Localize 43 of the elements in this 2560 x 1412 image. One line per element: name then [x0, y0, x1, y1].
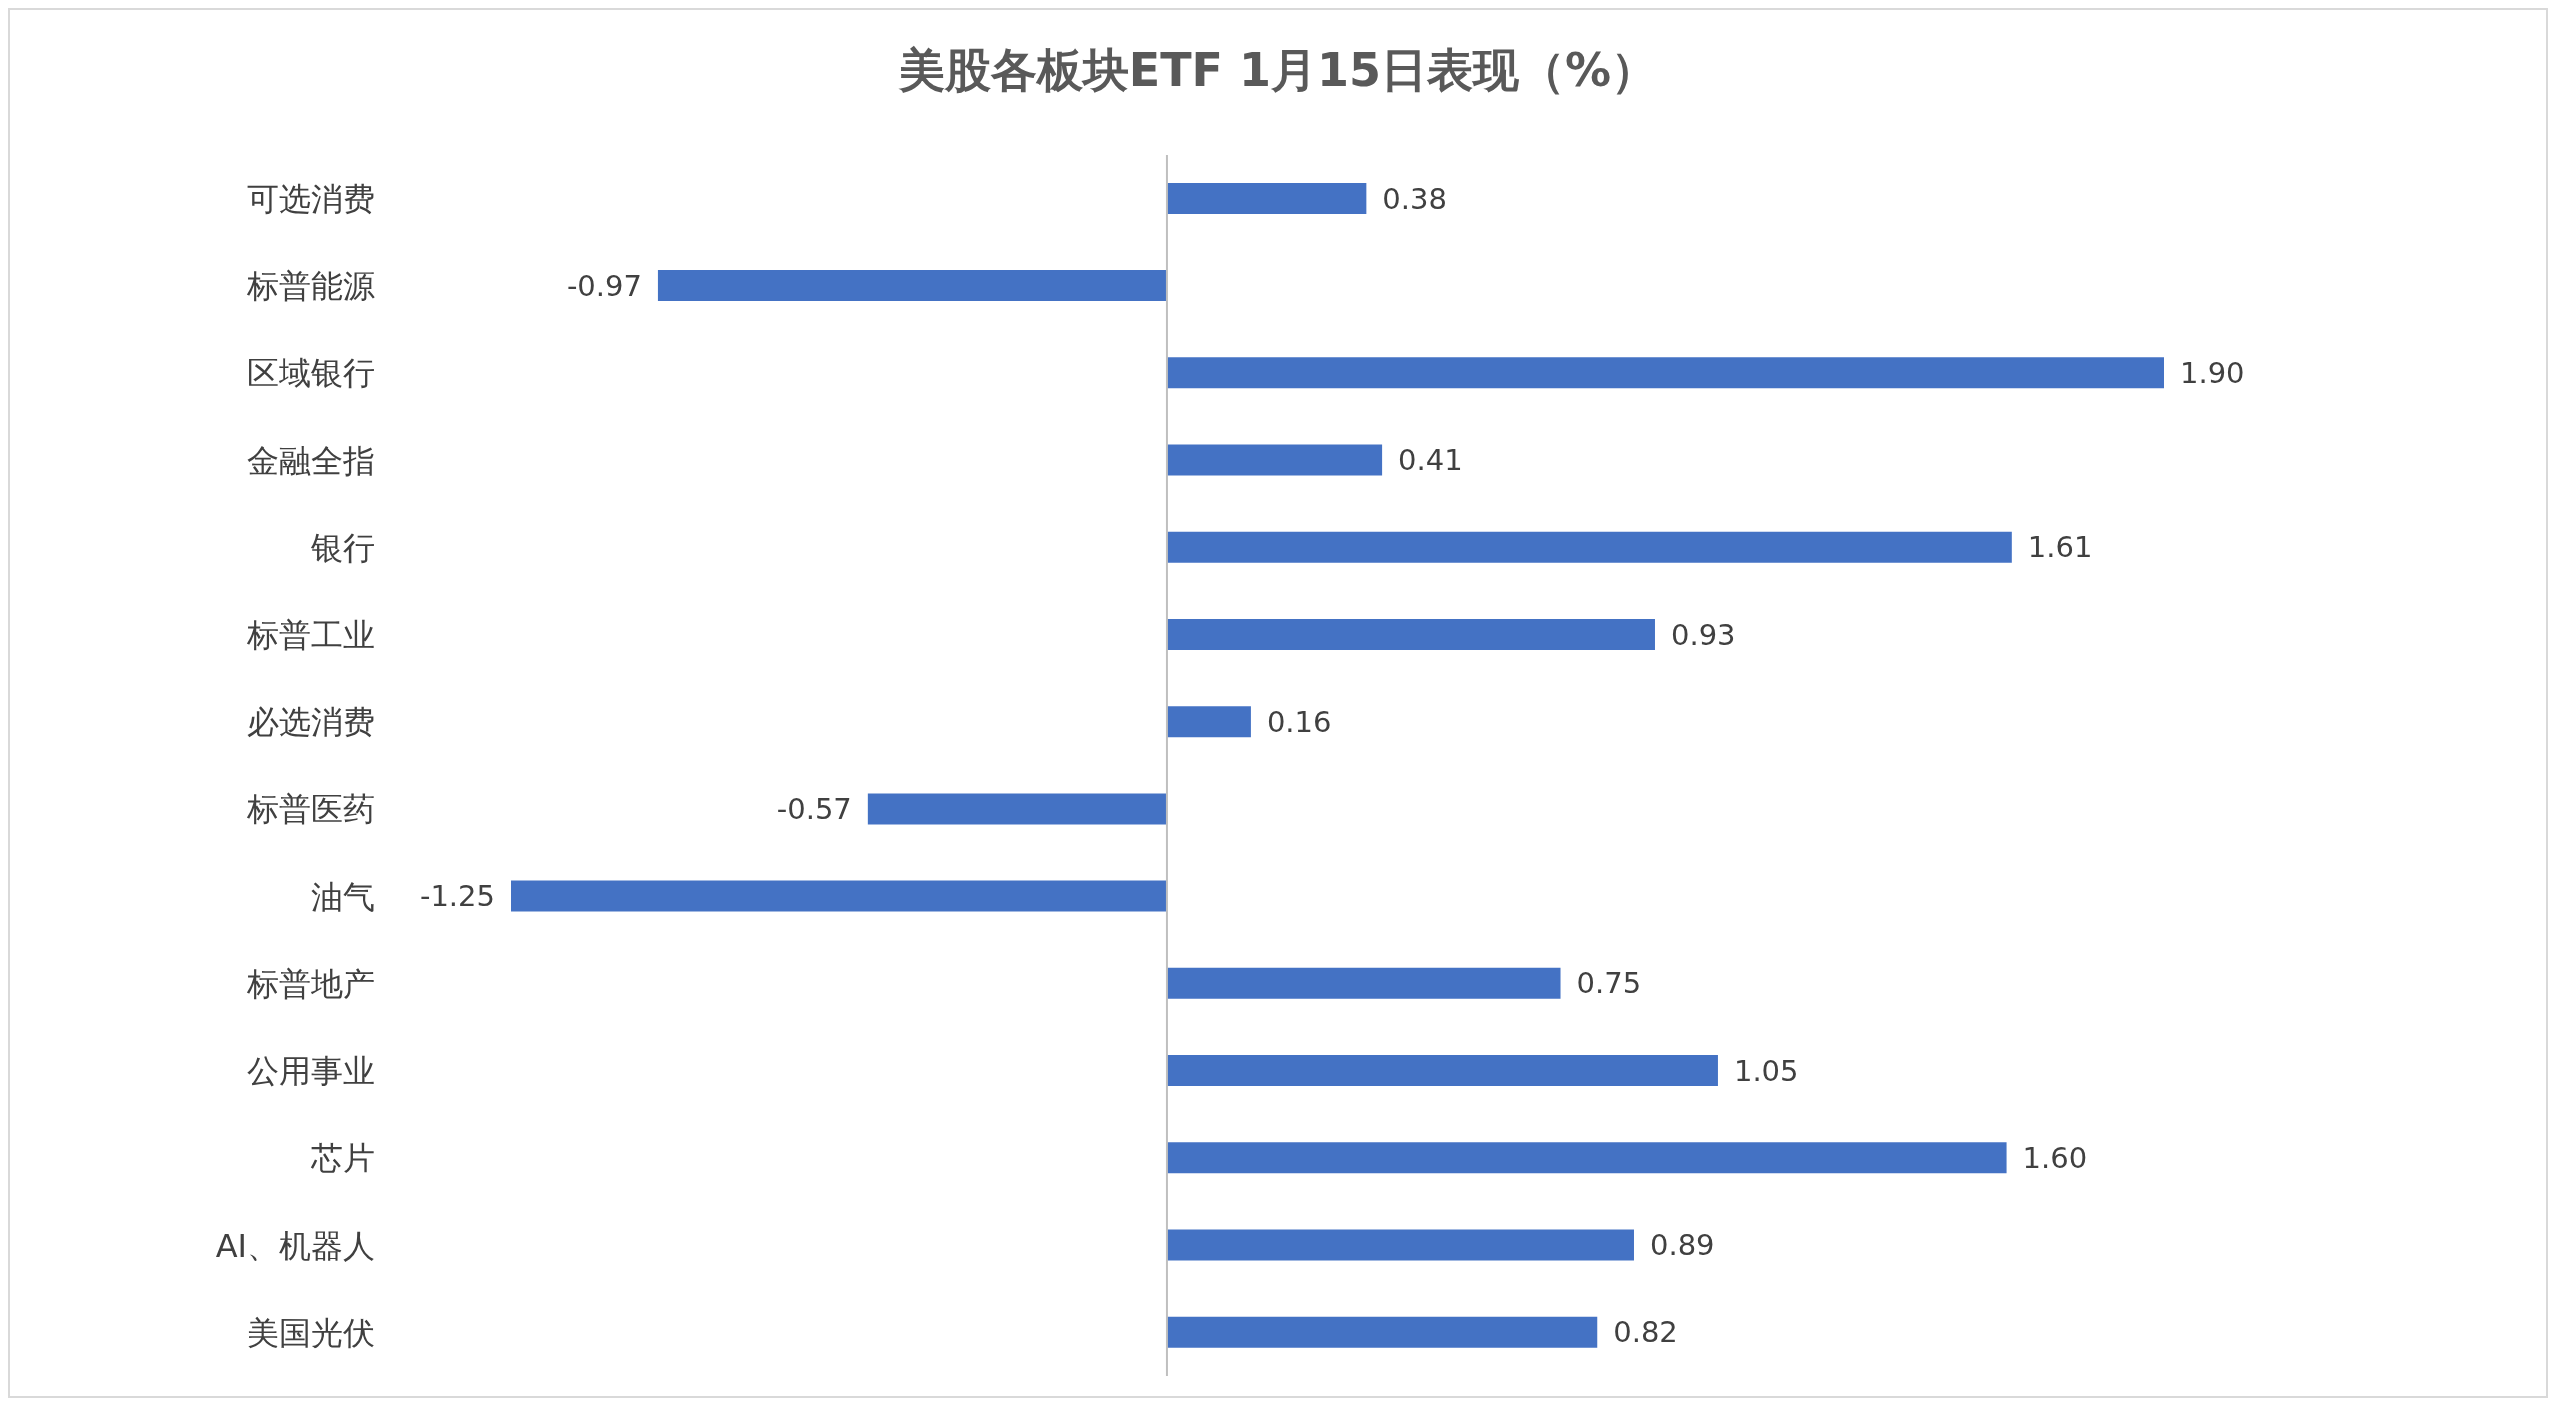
y-tick-label: 标普医药 — [246, 790, 375, 829]
y-tick-label: 标普地产 — [246, 964, 375, 1003]
data-label: 1.60 — [2022, 1140, 2088, 1175]
y-tick-label: 区域银行 — [247, 354, 375, 393]
bar — [1166, 1055, 1718, 1087]
data-label: 1.90 — [2180, 355, 2245, 390]
bar — [511, 880, 1167, 912]
y-tick-label: 美国光伏 — [247, 1313, 375, 1352]
y-tick-label: 银行 — [310, 528, 375, 567]
data-label: 1.05 — [1733, 1053, 1799, 1088]
bar — [1166, 706, 1251, 738]
bar — [1166, 618, 1655, 650]
data-label: 0.41 — [1398, 443, 1463, 478]
y-tick-label: 芯片 — [310, 1139, 375, 1178]
data-label: 0.38 — [1382, 181, 1447, 216]
y-tick-label: 可选消费 — [247, 179, 375, 218]
y-tick-label: 公用事业 — [247, 1052, 375, 1091]
chart-title: 美股各板块ETF 1月15日表现（%） — [897, 42, 1659, 99]
bar — [1166, 1229, 1634, 1261]
data-label: -0.57 — [776, 792, 852, 827]
y-tick-label: 必选消费 — [247, 703, 375, 742]
bar — [1166, 182, 1367, 214]
data-label: 0.75 — [1576, 966, 1642, 1001]
y-tick-label: AI、机器人 — [215, 1226, 375, 1265]
data-label: 0.89 — [1649, 1228, 1715, 1263]
data-label: 0.82 — [1613, 1315, 1678, 1350]
bar — [1166, 967, 1561, 999]
bar — [657, 270, 1167, 302]
data-label: -1.25 — [419, 879, 495, 914]
y-tick-label: 标普工业 — [246, 616, 375, 655]
y-tick-label: 金融全指 — [247, 441, 375, 480]
bar — [1166, 1142, 2007, 1174]
bar — [1166, 531, 2012, 563]
data-label: 1.61 — [2027, 530, 2093, 565]
y-tick-label: 油气 — [311, 877, 375, 916]
bar — [867, 793, 1167, 825]
bar — [1166, 1316, 1598, 1348]
data-label: -0.97 — [566, 268, 642, 303]
y-tick-label: 标普能源 — [246, 267, 375, 306]
bar — [1166, 357, 2164, 389]
data-label: 0.16 — [1266, 704, 1332, 739]
bar — [1166, 444, 1383, 476]
data-label: 0.93 — [1670, 617, 1736, 652]
